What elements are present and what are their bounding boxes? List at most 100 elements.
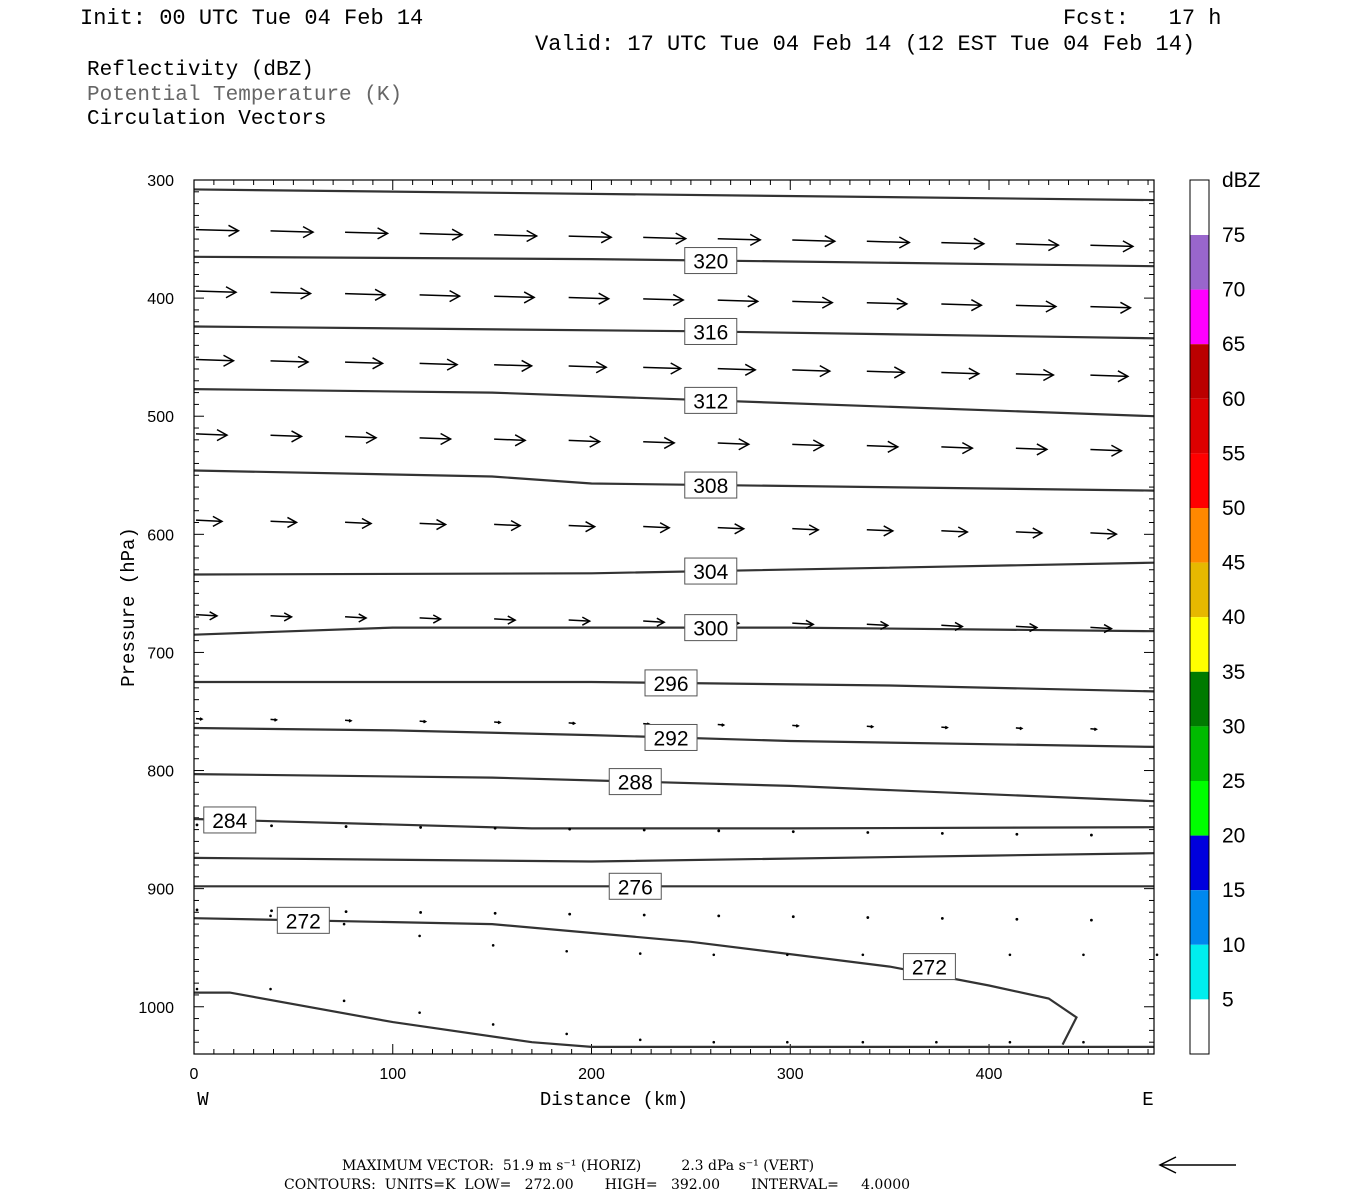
contour-label: 292 [653,727,688,750]
circulation-vector-head [970,299,983,312]
circulation-vector [643,366,681,370]
circulation-vector [568,439,600,443]
circulation-vector [1090,626,1112,630]
circulation-vector-head [896,297,909,311]
circulation-vector-head [1122,240,1135,253]
circulation-vector [494,438,526,442]
circulation-vector-dot [861,1040,865,1044]
colorbar-tick-label: 55 [1222,442,1245,465]
circulation-vector-head [663,436,676,450]
contour-label: 300 [693,618,728,641]
circulation-vector [792,527,819,531]
circulation-vector-dot [1155,953,1159,957]
circulation-vector-head [212,515,224,528]
theta-contour-line [193,626,1155,636]
colorbar-tick-label: 60 [1222,388,1245,411]
theta-contour-line [193,469,1155,492]
west-label: W [197,1089,209,1111]
circulation-vector [195,613,218,617]
circulation-vector [941,624,963,628]
circulation-vector [1015,531,1042,534]
circulation-vector-dot [568,827,572,831]
circulation-vector-head [302,225,315,239]
east-label: E [1142,1089,1153,1111]
circulation-vector [494,363,532,367]
circulation-vector [568,365,607,368]
circulation-vector [494,523,521,527]
colorbar-title: dBZ [1222,169,1261,192]
circulation-vector-dot [866,831,870,834]
contour-label-box [684,557,738,585]
circulation-vector-dot [717,914,721,918]
circulation-vector-dot [269,987,272,991]
circulation-vector [1090,532,1117,535]
theta-contour-line [193,188,1155,202]
circulation-vector-head [223,354,236,367]
circulation-vector-head [1093,727,1098,732]
theta-contour-line [193,325,1155,340]
circulation-vector-head [795,724,800,728]
circulation-vector-head [514,434,527,447]
contour-label-box [276,906,330,934]
max-vector-text: MAXIMUM VECTOR: 51.9 m s⁻¹ (HORIZ) 2.3 d… [342,1158,815,1174]
circulation-vector-head [432,614,443,624]
circulation-vector [866,444,898,448]
vectors-label: Circulation Vectors [87,108,327,131]
theta-contour-line [193,817,1155,830]
circulation-vector-head [497,720,502,725]
circulation-vector-head [283,612,294,622]
y-tick-label: 500 [147,409,174,426]
circulation-vector-dot [493,826,497,830]
circulation-vector-head [436,518,448,531]
contour-label: 272 [286,910,321,933]
circulation-vector-dot [712,953,716,957]
circulation-vector-dot [786,953,789,957]
circulation-vector-dot [786,1040,789,1044]
circulation-vector-dot [342,999,346,1003]
circulation-vector-head [274,718,279,722]
circulation-vector [345,292,386,296]
contour-label-box [203,806,257,834]
colorbar-bin [1190,999,1209,1054]
circulation-vector [270,230,314,233]
circulation-vector-dot [491,1023,495,1026]
circulation-vector-head [423,719,428,724]
circulation-vector [195,358,234,362]
circulation-vector [941,530,968,533]
theta-contour-line [193,852,1155,863]
circulation-vector-head [672,293,685,307]
forecast-hour: Fcst: 17 h [1063,6,1222,31]
x-tick-label: 300 [777,1066,804,1083]
contour-label-box [608,768,662,796]
circulation-vector-head [808,524,820,536]
colorbar-bin [1190,617,1209,672]
circulation-vector [1090,244,1133,248]
circulation-vector-dot [418,934,421,938]
circulation-vector [568,619,590,622]
circulation-vector [1090,448,1122,452]
circulation-vector-dot [866,916,870,919]
colorbar-bin [1190,344,1209,399]
circulation-vector-head [749,233,762,247]
init-time: Init: 00 UTC Tue 04 Feb 14 [80,6,424,31]
circulation-vector-head [734,523,746,535]
y-tick-label: 1000 [138,1000,174,1017]
circulation-vector [792,443,824,447]
colorbar-tick-label: 40 [1222,606,1245,629]
circulation-vector-head [581,616,592,626]
circulation-vector-head [228,224,241,237]
circulation-vector-dot [638,1038,642,1042]
circulation-vector [866,528,893,532]
circulation-vector-dot [565,949,568,953]
theta-label: Potential Temperature (K) [87,84,403,107]
circulation-vector-head [893,366,906,379]
circulation-vector [643,440,675,444]
circulation-vector [494,234,537,237]
circulation-vector-dot [344,910,348,914]
y-tick-label: 900 [147,882,174,899]
circulation-vector [941,241,984,245]
circulation-vector-dot [940,917,944,920]
circulation-vector-dot [269,914,272,918]
contour-label: 308 [693,475,728,498]
circulation-vector-head [656,617,666,627]
